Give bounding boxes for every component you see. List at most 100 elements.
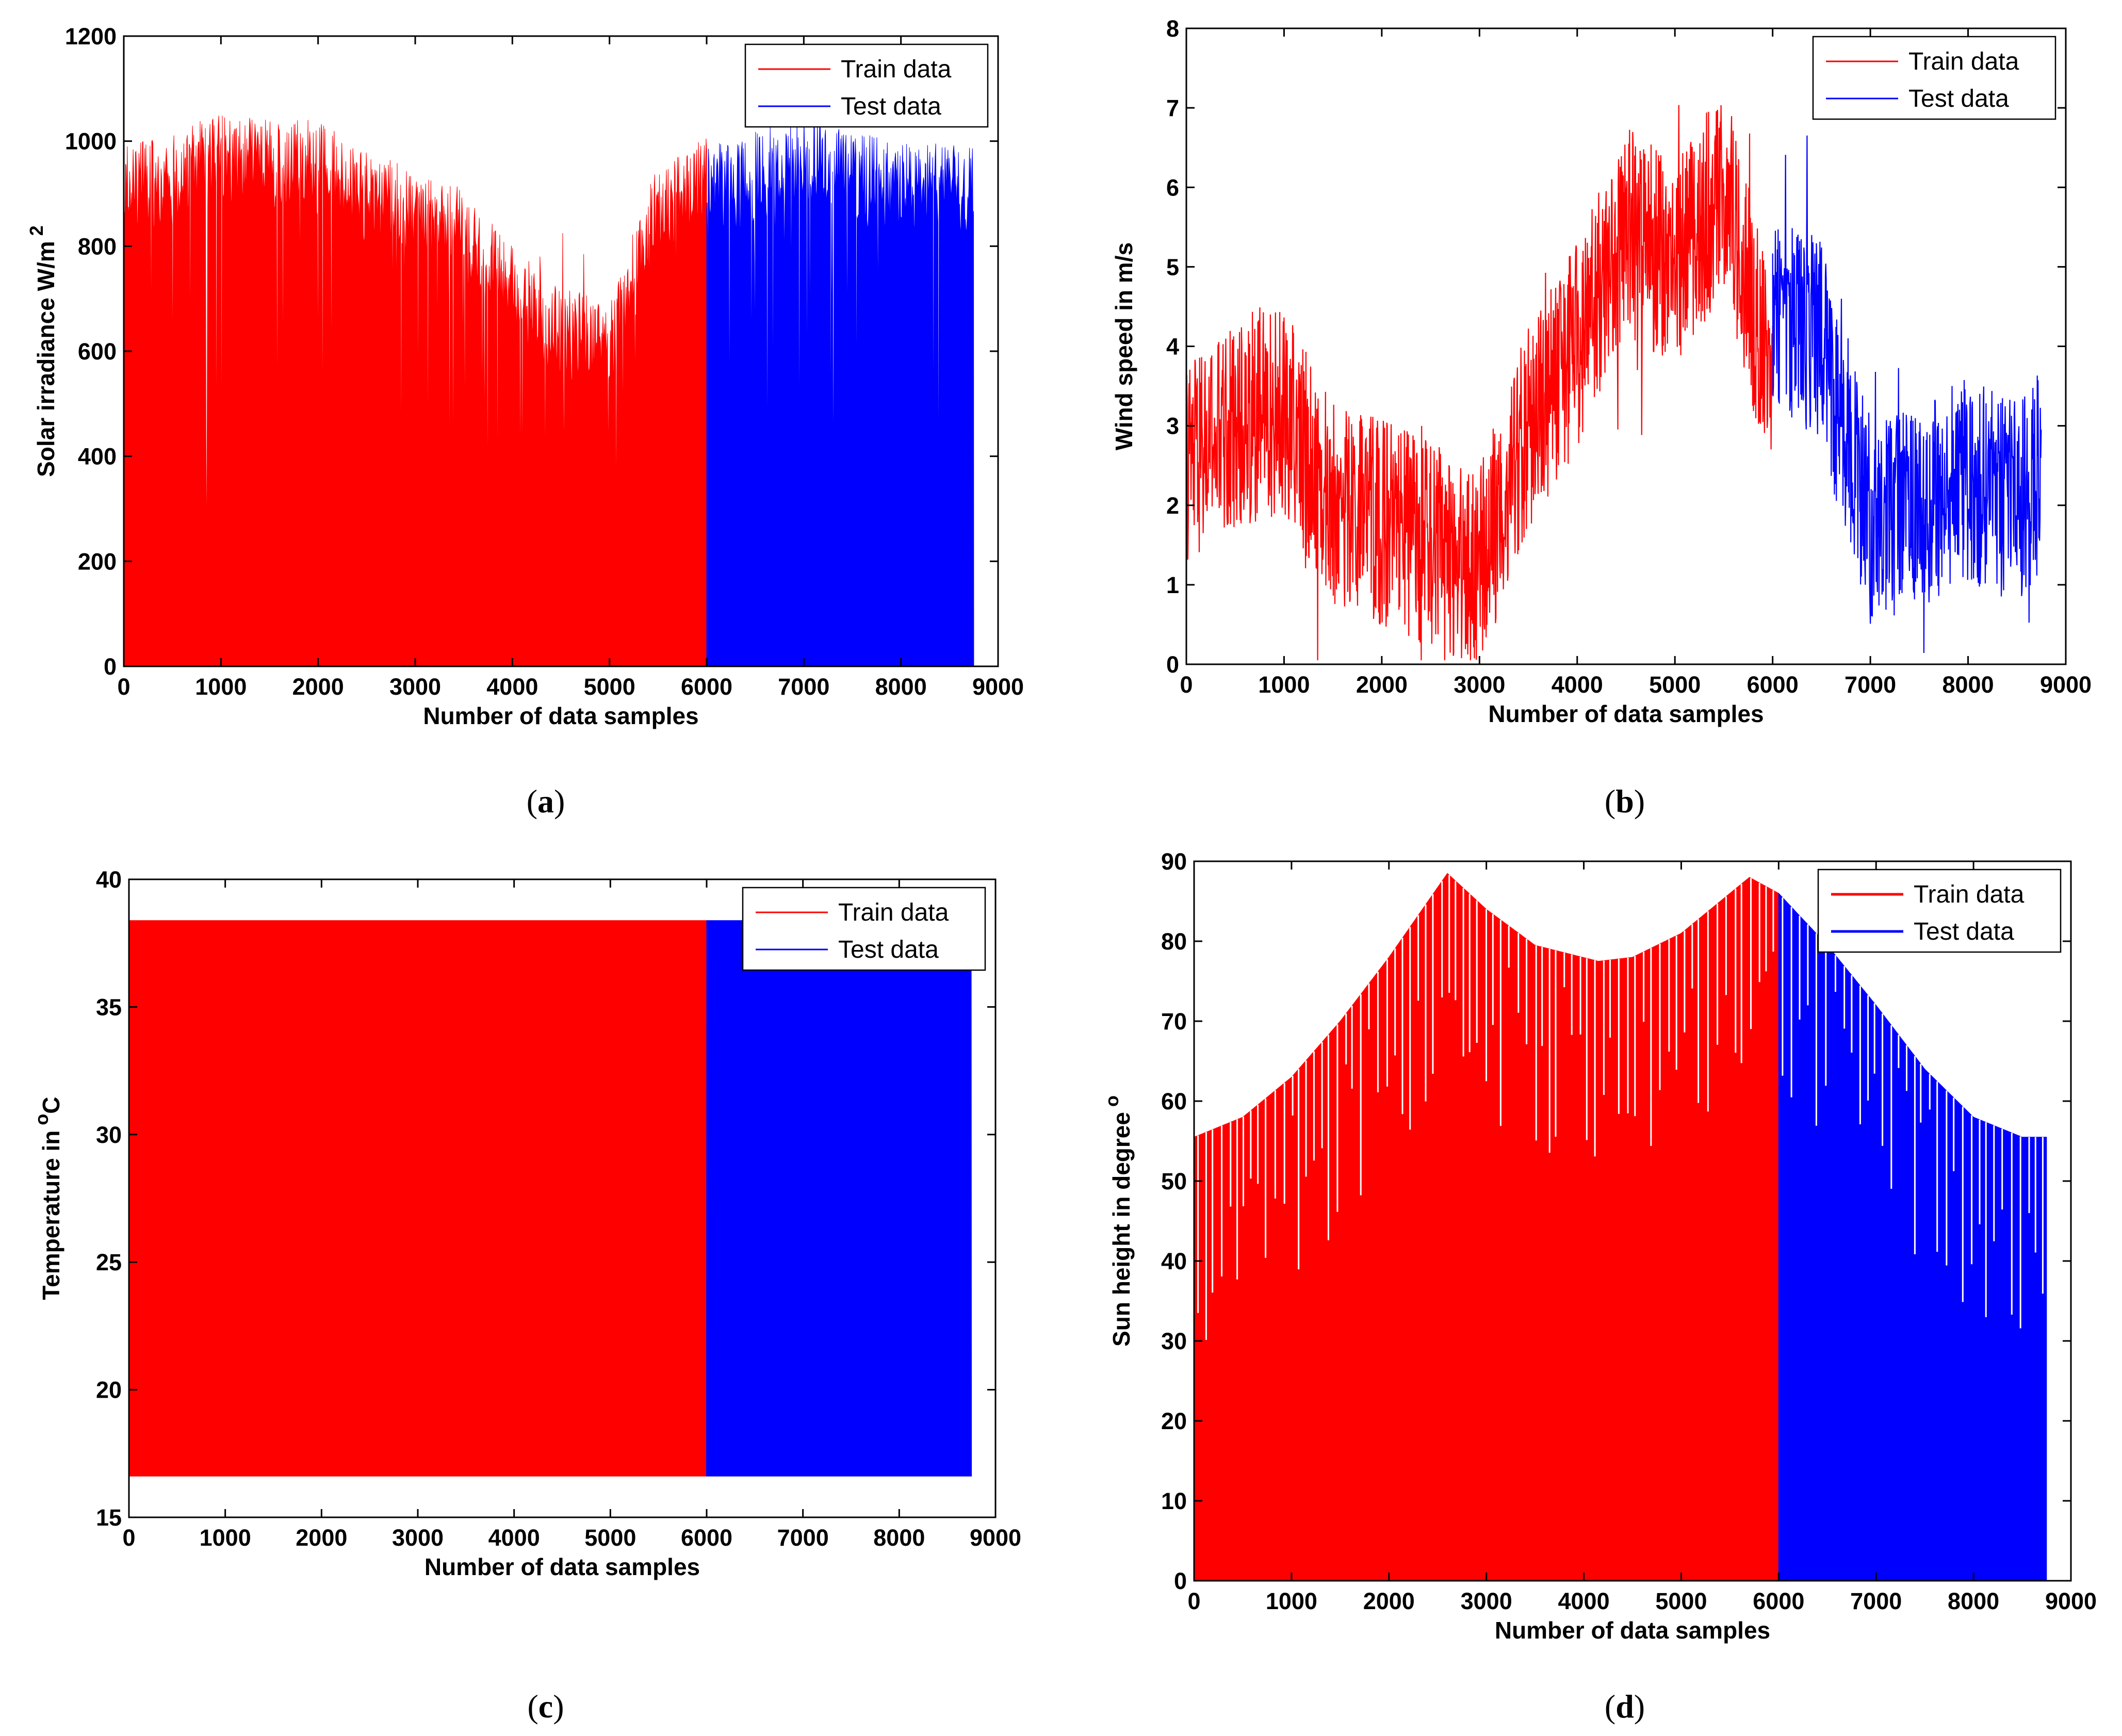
y-tick-label: 4 xyxy=(1166,334,1179,360)
panel-caption: (a) xyxy=(527,783,565,820)
x-tick-label: 3000 xyxy=(392,1525,444,1551)
axes-frame xyxy=(1193,860,2072,1582)
train-series xyxy=(128,920,708,1477)
x-tick-label: 5000 xyxy=(584,674,635,700)
train-legend-label: Train data xyxy=(841,56,952,83)
legend-box xyxy=(1817,869,2062,953)
x-tick-label: 6000 xyxy=(1753,1588,1804,1614)
y-axis-label-text: Sun height in degree xyxy=(1108,1112,1135,1347)
y-tick-label: 400 xyxy=(78,444,117,470)
x-tick-label: 7000 xyxy=(1850,1588,1902,1614)
x-tick-label: 1000 xyxy=(1266,1588,1317,1614)
x-tick-label: 6000 xyxy=(681,1525,732,1551)
y-tick-label: 40 xyxy=(96,866,122,893)
y-tick-label: 40 xyxy=(1161,1248,1187,1274)
y-tick-label: 35 xyxy=(96,994,122,1020)
x-tick-label: 5000 xyxy=(1649,672,1701,698)
y-tick-label: 30 xyxy=(96,1122,122,1148)
x-tick-label: 3000 xyxy=(389,674,441,700)
x-tick-label: 6000 xyxy=(1747,672,1799,698)
y-tick-label: 0 xyxy=(1174,1568,1187,1594)
y-tick-label: 25 xyxy=(96,1249,122,1275)
y-tick-label: 10 xyxy=(1161,1488,1187,1514)
x-tick-label: 4000 xyxy=(1552,672,1603,698)
x-tick-label: 8000 xyxy=(875,674,927,700)
x-axis-label: Number of data samples xyxy=(423,702,698,729)
y-axis-label-text: Wind speed in m/s xyxy=(1111,242,1137,450)
y-axis-label: Temperature in oC xyxy=(31,1096,64,1300)
x-tick-label: 5000 xyxy=(1655,1588,1707,1614)
y-tick-label: 200 xyxy=(78,548,117,575)
x-tick-label: 8000 xyxy=(1948,1588,1999,1614)
panel-caption: (c) xyxy=(527,1688,564,1725)
x-tick-label: 5000 xyxy=(584,1525,636,1551)
y-tick-label: 15 xyxy=(96,1504,122,1531)
x-tick-label: 8000 xyxy=(873,1525,925,1551)
x-tick-label: 1000 xyxy=(1258,672,1310,698)
y-tick-label: 1200 xyxy=(65,23,117,50)
axes-frame xyxy=(128,878,997,1518)
x-tick-label: 2000 xyxy=(1363,1588,1415,1614)
y-axis-label-sup: o xyxy=(31,1114,52,1125)
x-tick-label: 4000 xyxy=(1558,1588,1610,1614)
y-tick-label: 6 xyxy=(1166,174,1179,201)
y-tick-label: 2 xyxy=(1166,493,1179,519)
panel-caption: (b) xyxy=(1605,783,1645,820)
train-legend-label: Train data xyxy=(1914,881,2025,908)
panel-d-sun-height: 0 1000 2000 3000 4000 5000 6000 7000 8000 9000 0 10… xyxy=(1101,848,2097,1725)
x-tick-label: 7000 xyxy=(778,674,829,700)
x-tick-label: 3000 xyxy=(1454,672,1505,698)
test-legend-label: Test data xyxy=(1914,918,2014,945)
test-legend-label: Test data xyxy=(841,93,941,120)
y-tick-label: 5 xyxy=(1166,254,1179,280)
test-legend-label: Test data xyxy=(838,936,939,963)
x-tick-label: 2000 xyxy=(292,674,344,700)
x-tick-label: 2000 xyxy=(1356,672,1408,698)
x-tick-label: 4000 xyxy=(488,1525,540,1551)
y-axis-label-sup: 2 xyxy=(26,225,47,236)
test-series xyxy=(706,117,974,667)
y-axis-label: Solar irradiance W/m 2 xyxy=(26,225,59,477)
x-axis-label: Number of data samples xyxy=(1488,700,1764,727)
y-axis-label-unit: C xyxy=(38,1096,64,1113)
y-tick-label: 20 xyxy=(96,1377,122,1403)
train-legend-label: Train data xyxy=(838,899,949,926)
y-tick-label: 3 xyxy=(1166,413,1179,439)
legend-box xyxy=(1812,36,2056,120)
x-tick-label: 0 xyxy=(122,1525,135,1551)
y-tick-label: 30 xyxy=(1161,1328,1187,1354)
x-tick-label: 9000 xyxy=(970,1525,1021,1551)
y-axis-label-text: Temperature in xyxy=(38,1131,64,1300)
x-tick-label: 0 xyxy=(1187,1588,1200,1614)
y-axis-label-text: Solar irradiance W/m xyxy=(32,241,59,477)
panel-b-wind-speed: 0 1000 2000 3000 4000 5000 6000 7000 8000 9000 0 1 2… xyxy=(1111,15,2092,820)
x-tick-label: 9000 xyxy=(2040,672,2092,698)
panel-caption-letter: c xyxy=(538,1688,553,1725)
x-tick-label: 1000 xyxy=(200,1525,251,1551)
y-tick-label: 8 xyxy=(1166,15,1179,42)
x-tick-label: 7000 xyxy=(1844,672,1896,698)
test-series xyxy=(706,920,972,1477)
x-tick-label: 0 xyxy=(1180,672,1193,698)
x-tick-label: 3000 xyxy=(1461,1588,1512,1614)
x-tick-label: 8000 xyxy=(1943,672,1994,698)
y-tick-label: 1 xyxy=(1166,572,1179,598)
panel-caption-letter: d xyxy=(1615,1688,1634,1725)
panel-caption-letter: a xyxy=(537,783,554,820)
x-tick-label: 9000 xyxy=(972,674,1024,700)
train-legend-label: Train data xyxy=(1908,48,2019,75)
x-axis-label: Number of data samples xyxy=(425,1553,700,1580)
panel-c-temperature: 0 1000 2000 3000 4000 5000 6000 7000 8000 9000 15 2… xyxy=(31,866,1021,1725)
y-tick-label: 7 xyxy=(1166,95,1179,121)
train-series xyxy=(1185,105,1773,661)
y-axis-label: Sun height in degree o xyxy=(1101,1095,1135,1347)
y-axis-label-sup: o xyxy=(1101,1095,1122,1107)
test-legend-label: Test data xyxy=(1908,85,2009,112)
y-tick-label: 70 xyxy=(1161,1008,1187,1035)
y-tick-label: 80 xyxy=(1161,928,1187,955)
legend-box xyxy=(744,43,989,128)
test-series xyxy=(1772,135,2042,653)
x-tick-label: 7000 xyxy=(777,1525,829,1551)
panel-caption-letter: b xyxy=(1615,783,1634,820)
